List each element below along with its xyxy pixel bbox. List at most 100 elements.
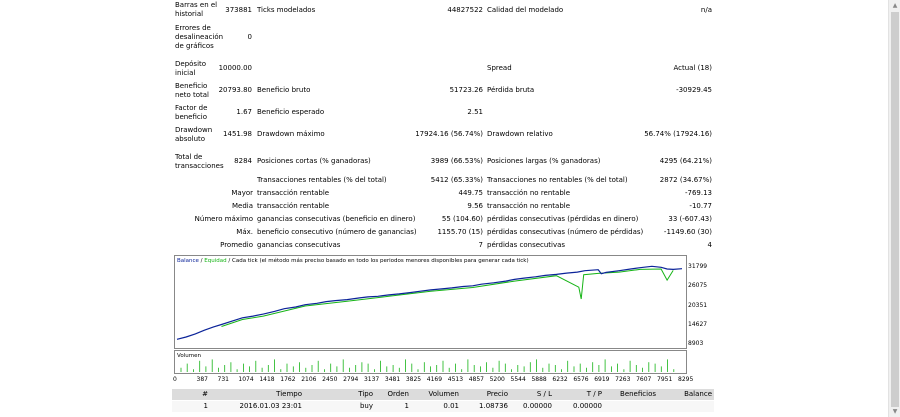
value-deposito: 10000.00 bbox=[218, 64, 252, 72]
value-media-rentable: 9.56 bbox=[467, 202, 483, 210]
y-tick-label: 20351 bbox=[688, 301, 708, 309]
value-barras: 373881 bbox=[225, 6, 252, 14]
x-tick-label: 7263 bbox=[615, 376, 631, 383]
label-total-trans: Total de bbox=[175, 153, 203, 161]
label-pos-cortas: Posiciones cortas (% ganadoras) bbox=[257, 157, 371, 165]
label-trans-rentables: Transacciones rentables (% del total) bbox=[257, 176, 387, 184]
label-drawdown-abs-2: absoluto bbox=[175, 135, 206, 143]
value-total-trans: 8284 bbox=[234, 157, 252, 165]
value-beneficio-esperado: 2.51 bbox=[467, 108, 483, 116]
x-tick-label: 7951 bbox=[657, 376, 673, 383]
cell-tp: 0.00000 bbox=[573, 402, 602, 410]
scrollbar-thumb[interactable] bbox=[891, 12, 899, 407]
label-promedio: Promedio bbox=[220, 241, 253, 249]
x-tick-label: 8295 bbox=[678, 376, 694, 383]
label-ticks: Ticks modelados bbox=[257, 6, 316, 14]
header-balance: Balance bbox=[684, 390, 712, 398]
x-tick-label: 2794 bbox=[343, 376, 359, 383]
x-tick-label: 731 bbox=[217, 376, 229, 383]
value-drawdown-max: 17924.16 (56.74%) bbox=[415, 130, 483, 138]
legend-separator: / bbox=[198, 258, 205, 264]
y-tick-label: 14627 bbox=[688, 320, 708, 328]
header-tp: T / P bbox=[586, 390, 602, 398]
label-mayor-no-rentable: transacción no rentable bbox=[487, 189, 571, 197]
label-total-trans-2: transacciones bbox=[175, 162, 224, 170]
value-pos-largas: 4295 (64.21%) bbox=[659, 157, 712, 165]
label-perdidas-consec-num: pérdidas consecutivas (número de pérdida… bbox=[487, 228, 644, 236]
value-ganancias-consec: 55 (104.60) bbox=[441, 215, 483, 223]
vertical-scrollbar[interactable]: ▲ ▼ bbox=[888, 0, 900, 417]
x-tick-label: 387 bbox=[196, 376, 208, 383]
value-perdidas-consec: 33 (-607.43) bbox=[668, 215, 712, 223]
value-mayor-rentable: 449.75 bbox=[458, 189, 484, 197]
header-precio: Precio bbox=[486, 390, 508, 398]
x-tick-label: 4857 bbox=[468, 376, 484, 383]
cell-volumen: 0.01 bbox=[443, 402, 459, 410]
value-ganancias-prom: 7 bbox=[478, 241, 483, 249]
scroll-down-icon[interactable]: ▼ bbox=[892, 408, 898, 415]
value-beneficio-consec: 1155.70 (15) bbox=[437, 228, 483, 236]
header-beneficios: Beneficios bbox=[620, 390, 656, 398]
label-max: Máx. bbox=[236, 228, 253, 236]
x-tick-label: 4513 bbox=[447, 376, 464, 383]
label-ganancias-prom: ganancias consecutivas bbox=[257, 241, 341, 249]
x-tick-label: 6232 bbox=[552, 376, 568, 383]
value-pos-cortas: 3989 (66.53%) bbox=[430, 157, 483, 165]
label-perdidas-prom: pérdidas consecutivas bbox=[487, 241, 566, 249]
label-pos-largas: Posiciones largas (% ganadoras) bbox=[487, 157, 601, 165]
value-errores: 0 bbox=[247, 33, 252, 41]
legend-description: / Cada tick (el método más preciso basad… bbox=[226, 258, 529, 264]
label-drawdown-abs: Drawdown bbox=[175, 126, 213, 134]
header-tipo: Tipo bbox=[358, 390, 373, 398]
label-beneficio-neto: Beneficio bbox=[175, 82, 208, 90]
header-sl: S / L bbox=[536, 390, 552, 398]
label-numero-max: Número máximo bbox=[194, 215, 253, 223]
deals-header: # Tiempo Tipo Orden Volumen Precio S / L… bbox=[172, 389, 714, 400]
equity-line bbox=[221, 268, 674, 327]
value-perdida-bruta: -30929.45 bbox=[676, 86, 712, 94]
volume-chart: Volumen bbox=[174, 350, 687, 374]
label-ganancias-consec: ganancias consecutivas (beneficio en din… bbox=[257, 215, 416, 223]
label-beneficio-bruto: Beneficio bruto bbox=[257, 86, 311, 94]
cell-sl: 0.00000 bbox=[523, 402, 552, 410]
label-media-rentable: transacción rentable bbox=[257, 202, 330, 210]
x-tick-label: 3137 bbox=[363, 376, 380, 383]
cell-orden: 1 bbox=[404, 402, 409, 410]
label-mayor-rentable: transacción rentable bbox=[257, 189, 330, 197]
label-trans-no-rentables: Transacciones no rentables (% del total) bbox=[487, 176, 628, 184]
label-perdida-bruta: Pérdida bruta bbox=[487, 86, 535, 94]
x-tick-label: 1074 bbox=[238, 376, 254, 383]
value-beneficio-bruto: 51723.26 bbox=[449, 86, 483, 94]
label-drawdown-rel: Drawdown relativo bbox=[487, 130, 553, 138]
value-perdidas-prom: 4 bbox=[707, 241, 712, 249]
label-factor-2: beneficio bbox=[175, 113, 207, 121]
label-factor: Factor de bbox=[175, 104, 208, 112]
legend-balance: Balance bbox=[177, 258, 199, 264]
label-errores-2: desalineación bbox=[175, 33, 224, 41]
label-perdidas-consec: pérdidas consecutivas (pérdidas en diner… bbox=[487, 215, 639, 223]
y-tick-label: 31799 bbox=[688, 263, 708, 270]
cell-tipo: buy bbox=[359, 402, 373, 410]
label-calidad: Calidad del modelado bbox=[487, 6, 564, 14]
chart-legend: Balance / Equidad / Cada tick (el método… bbox=[177, 257, 529, 266]
value-perdidas-consec-num: -1149.60 (30) bbox=[663, 228, 712, 236]
cell-precio: 1.08736 bbox=[479, 402, 508, 410]
header-volumen: Volumen bbox=[428, 390, 459, 398]
y-tick-label: 8903 bbox=[688, 340, 704, 347]
label-deposito: Depósito bbox=[175, 60, 207, 68]
legend-equity: Equidad bbox=[204, 258, 227, 264]
value-ticks: 44827522 bbox=[447, 6, 483, 14]
scroll-up-icon[interactable]: ▲ bbox=[892, 2, 898, 9]
x-tick-label: 3825 bbox=[405, 376, 422, 383]
x-tick-label: 1418 bbox=[259, 376, 275, 383]
header-number: # bbox=[202, 390, 208, 398]
label-errores: Errores de bbox=[175, 24, 211, 32]
volume-label: Volumen bbox=[177, 353, 201, 359]
x-tick-label: 0 bbox=[173, 376, 177, 383]
value-drawdown-rel: 56.74% (17924.16) bbox=[644, 130, 712, 138]
label-spread: Spread bbox=[487, 64, 512, 72]
value-spread: Actual (18) bbox=[673, 64, 712, 72]
x-tick-label: 4169 bbox=[426, 376, 443, 383]
x-tick-label: 5200 bbox=[489, 376, 505, 383]
label-mayor: Mayor bbox=[231, 189, 253, 197]
